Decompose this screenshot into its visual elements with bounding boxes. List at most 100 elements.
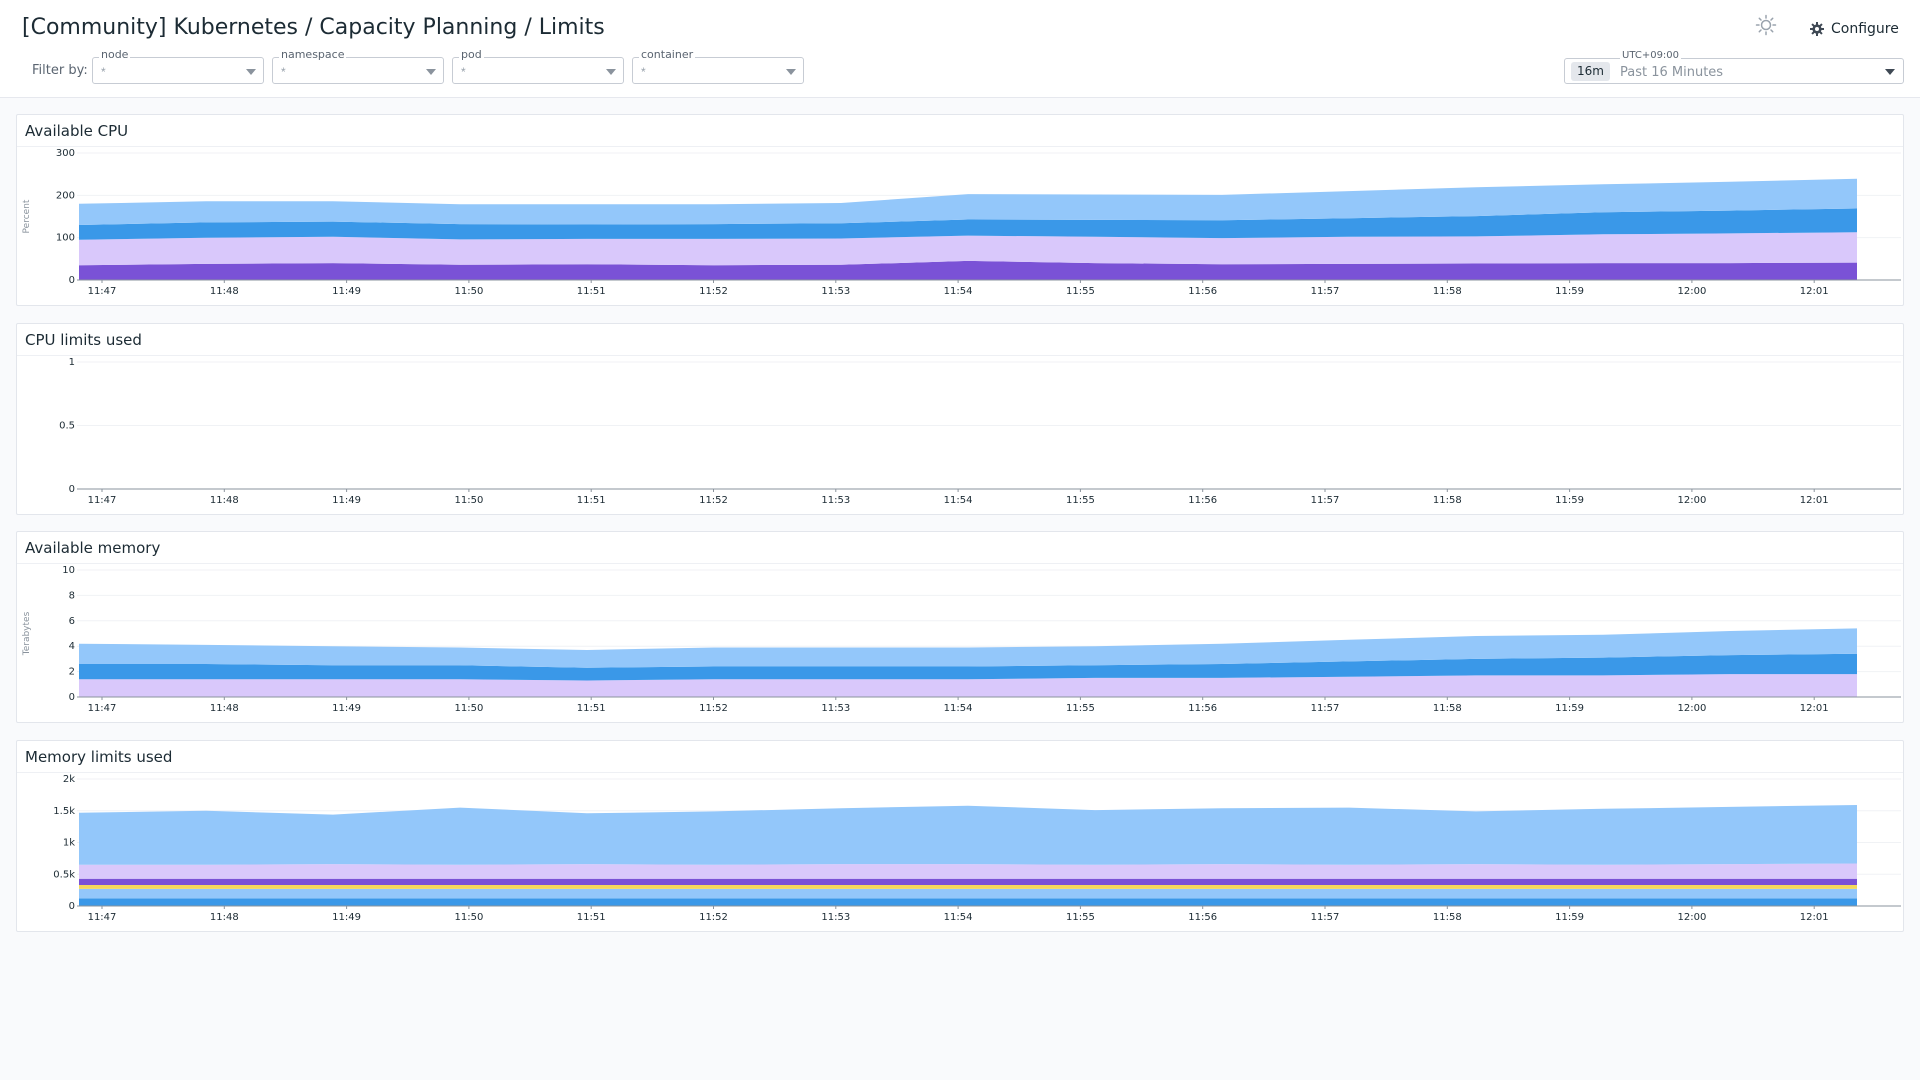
x-tick-label: 11:47 [88,495,117,506]
available-memory-panel: Available memory 0 2 4 6 8 10 11:47 11:48 11:49 1… [16,531,1904,723]
configure-button[interactable]: Configure [1810,18,1899,40]
filter-value: * [461,65,466,79]
x-tick-label: 11:57 [1311,495,1340,506]
timezone-label: UTC+09:00 [1620,50,1682,61]
x-tick-label: 11:53 [821,703,850,714]
x-tick-label: 11:53 [821,495,850,506]
series-area-3 [79,178,1857,225]
y-tick-label: 1 [69,357,75,368]
x-tick-label: 11:53 [821,912,850,923]
filter-label: node [99,48,131,61]
x-tick-label: 11:50 [454,286,483,297]
chevron-down-icon [426,69,436,75]
available-cpu-chart: 0 100 200 300 11:47 11:48 11:49 11:50 11:51 11:52… [22,148,1901,297]
x-tick-label: 11:59 [1555,703,1584,714]
chevron-down-icon [246,69,256,75]
x-tick-label: 11:48 [210,703,239,714]
series-area-1 [79,232,1857,266]
series-area-2 [79,208,1857,240]
series-area-1 [79,653,1857,681]
x-tick-label: 11:55 [1066,495,1095,506]
y-tick-label: 300 [56,148,75,159]
sun-icon[interactable] [1755,14,1777,36]
x-tick-label: 12:00 [1677,703,1706,714]
y-tick-label: 0 [69,901,75,912]
x-tick-label: 11:52 [699,703,728,714]
y-tick-label: 200 [56,190,75,201]
x-tick-label: 11:55 [1066,912,1095,923]
time-range-value: Past 16 Minutes [1620,65,1724,80]
x-tick-label: 11:56 [1188,495,1217,506]
y-tick-label: 10 [62,565,75,576]
x-tick-label: 11:55 [1066,703,1095,714]
x-tick-label: 11:50 [454,495,483,506]
y-tick-label: 1.5k [53,806,75,817]
x-tick-label: 11:54 [944,286,973,297]
filter-value: * [641,65,646,79]
x-tick-label: 11:55 [1066,286,1095,297]
time-range-picker[interactable]: UTC+09:00 16m Past 16 Minutes [1564,50,1904,84]
y-tick-label: 0.5k [53,869,75,880]
x-tick-label: 11:49 [332,703,361,714]
x-tick-label: 11:56 [1188,912,1217,923]
x-tick-label: 11:58 [1433,495,1462,506]
x-tick-label: 11:58 [1433,286,1462,297]
cpu-limits-used-chart: 0 0.5 1 11:47 11:48 11:49 11:50 11:51 11:52 11:53… [59,357,1901,506]
dashboard-header: [Community] Kubernetes / Capacity Planni… [0,0,1920,98]
panel-divider [17,146,1903,147]
y-tick-label: 2 [69,667,75,678]
filter-value: * [281,65,286,79]
y-tick-label: 0 [69,484,75,495]
namespace-filter[interactable]: namespace * [272,49,444,84]
node-filter[interactable]: node * [92,49,264,84]
y-tick-label: 4 [69,641,75,652]
x-tick-label: 12:00 [1677,912,1706,923]
x-tick-label: 11:54 [944,495,973,506]
x-tick-label: 11:49 [332,912,361,923]
y-tick-label: 0 [69,692,75,703]
series-area-4 [79,863,1857,879]
pod-filter[interactable]: pod * [452,49,624,84]
x-tick-label: 11:52 [699,912,728,923]
panel-title: Available CPU [25,122,129,140]
chevron-down-icon [786,69,796,75]
x-tick-label: 11:49 [332,495,361,506]
y-tick-label: 0.5 [59,421,75,432]
x-tick-label: 11:47 [88,286,117,297]
x-tick-label: 12:01 [1800,703,1829,714]
available-cpu-panel: Available CPU 0 100 200 300 11:47 11:48 11:49 1… [16,114,1904,306]
filter-label: container [639,48,696,61]
time-range-badge: 16m [1571,62,1610,81]
x-tick-label: 12:00 [1677,286,1706,297]
x-tick-label: 12:01 [1800,286,1829,297]
series-area-0 [79,260,1857,280]
x-tick-label: 11:48 [210,495,239,506]
x-tick-label: 11:52 [699,495,728,506]
x-tick-label: 11:59 [1555,286,1584,297]
panel-title: CPU limits used [25,331,142,349]
y-axis-label: Terabytes [22,611,32,656]
series-area-5 [79,805,1857,865]
x-tick-label: 11:50 [454,912,483,923]
x-tick-label: 12:00 [1677,495,1706,506]
series-area-0 [79,674,1857,697]
x-tick-label: 11:57 [1311,703,1340,714]
container-filter[interactable]: container * [632,49,804,84]
panel-divider [17,563,1903,564]
x-tick-label: 11:51 [577,286,606,297]
x-tick-label: 12:01 [1800,912,1829,923]
filter-label: pod [459,48,484,61]
y-axis-label: Percent [22,199,32,233]
chevron-down-icon [606,69,616,75]
series-area-3 [79,878,1857,885]
x-tick-label: 11:54 [944,703,973,714]
y-tick-label: 2k [63,774,75,785]
x-tick-label: 11:56 [1188,703,1217,714]
chevron-down-icon [1885,69,1895,75]
series-area-0 [79,898,1857,906]
x-tick-label: 11:56 [1188,286,1217,297]
x-tick-label: 11:51 [577,495,606,506]
panel-divider [17,355,1903,356]
x-tick-label: 11:54 [944,912,973,923]
x-tick-label: 11:59 [1555,495,1584,506]
